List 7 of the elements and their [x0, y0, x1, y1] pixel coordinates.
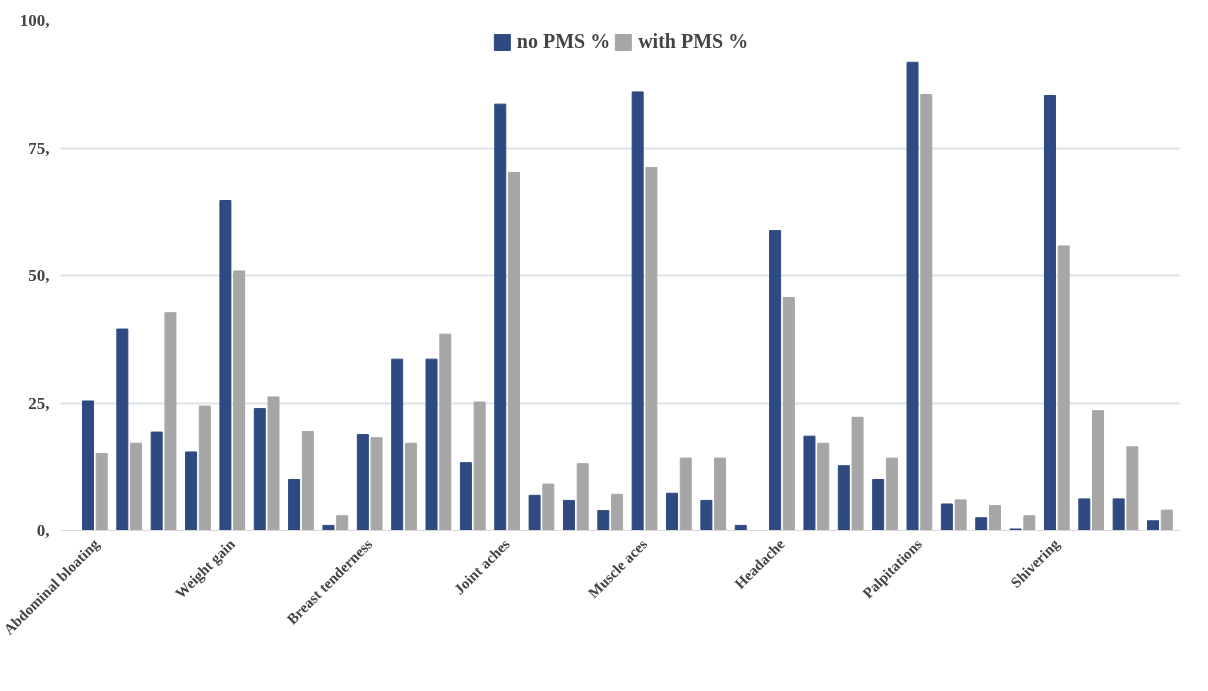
y-tick-label: 75,	[28, 138, 50, 158]
y-tick-label: 25,	[28, 393, 50, 413]
legend-label: with PMS %	[638, 30, 749, 53]
y-tick-label: 100,	[19, 11, 50, 30]
y-tick-label: 50,	[28, 266, 50, 285]
y-tick-label: 0,	[36, 521, 50, 540]
legend-label: no PMS %	[516, 30, 611, 53]
